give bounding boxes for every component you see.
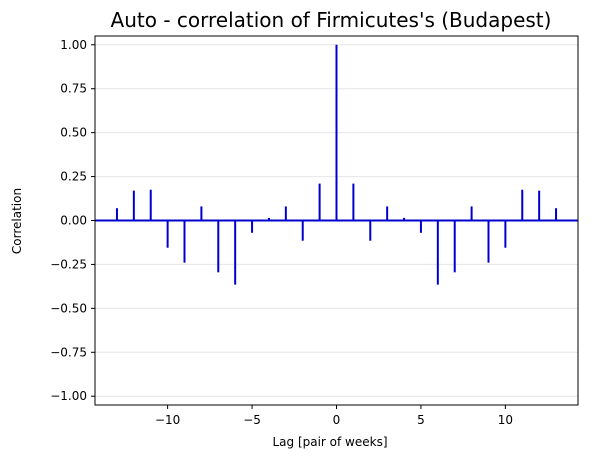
x-tick-label: 5 bbox=[417, 413, 425, 427]
x-tick-label: −10 bbox=[155, 413, 180, 427]
y-tick-label: 0.50 bbox=[60, 126, 87, 140]
x-tick-label: 10 bbox=[498, 413, 513, 427]
x-tick-label: 0 bbox=[333, 413, 341, 427]
y-tick-label: 0.25 bbox=[60, 170, 87, 184]
y-tick-label: −1.00 bbox=[50, 389, 87, 403]
y-tick-label: −0.25 bbox=[50, 257, 87, 271]
y-tick-label: −0.75 bbox=[50, 345, 87, 359]
y-axis-label: Correlation bbox=[10, 188, 24, 254]
x-tick-label: −5 bbox=[243, 413, 261, 427]
stems bbox=[115, 44, 558, 285]
y-tick-label: 0.75 bbox=[60, 82, 87, 96]
y-tick-label: 1.00 bbox=[60, 38, 87, 52]
x-axis-label: Lag [pair of weeks] bbox=[272, 435, 387, 449]
chart-title: Auto - correlation of Firmicutes's (Buda… bbox=[111, 8, 552, 32]
x-axis-ticks: −10 −5 0 5 10 bbox=[155, 405, 513, 427]
y-tick-label: −0.50 bbox=[50, 301, 87, 315]
y-tick-label: 0.00 bbox=[60, 214, 87, 228]
y-axis-ticks: 1.00 0.75 0.50 0.25 0.00 −0.25 −0.50 −0.75 −1.00 bbox=[50, 38, 95, 403]
